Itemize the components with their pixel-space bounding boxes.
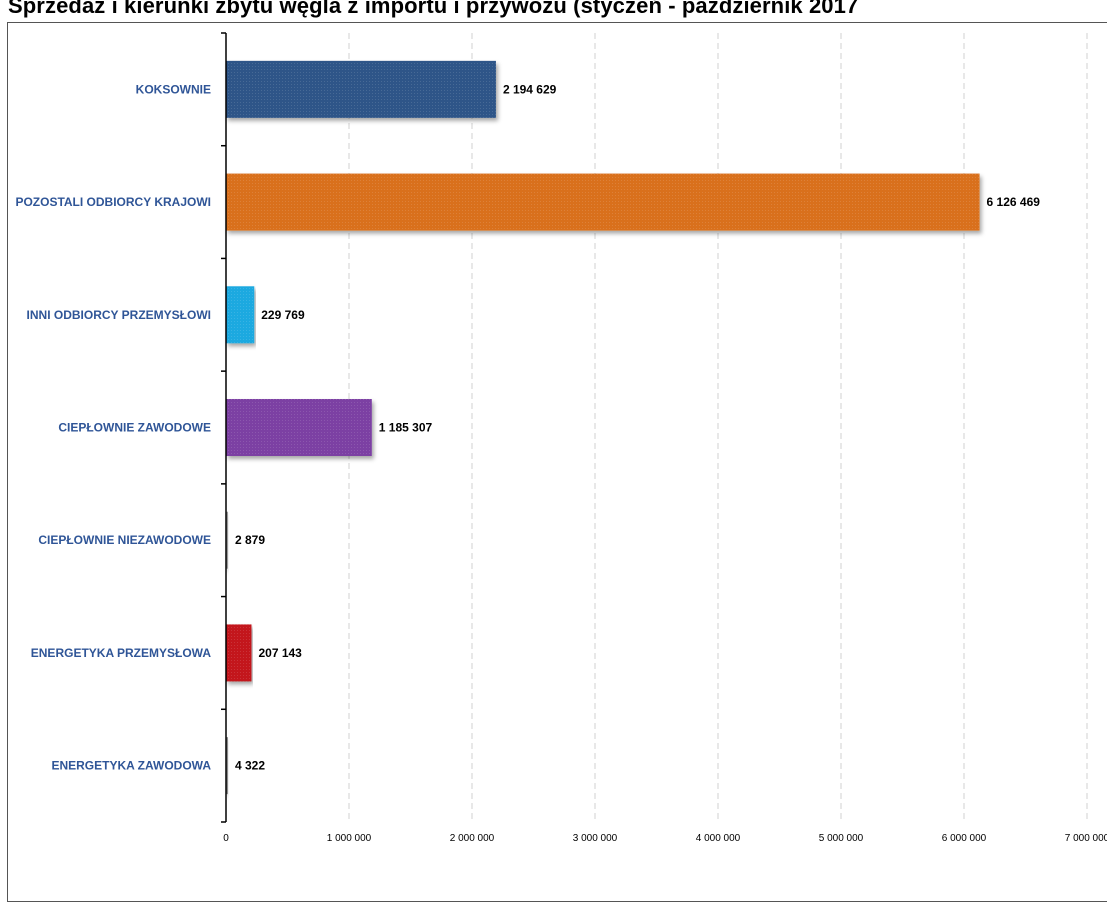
value-label: 1 185 307 bbox=[379, 421, 433, 435]
axes bbox=[221, 32, 227, 823]
x-tick-label: 2 000 000 bbox=[450, 833, 495, 844]
category-label: KOKSOWNIE bbox=[136, 82, 211, 96]
value-label: 207 143 bbox=[258, 646, 302, 660]
x-tick-label: 6 000 000 bbox=[942, 833, 987, 844]
value-label: 4 322 bbox=[235, 759, 265, 773]
category-label: INNI ODBIORCY PRZEMYSŁOWI bbox=[27, 308, 211, 322]
value-label: 2 194 629 bbox=[503, 82, 557, 96]
grid-lines bbox=[348, 33, 1088, 822]
bar-texture bbox=[226, 60, 496, 118]
labels: 0 1 000 000 2 000 000 3 000 000 4 000 000 5 0… bbox=[15, 82, 1107, 844]
chart-title: Sprzedaż i kierunki zbytu węgla z import… bbox=[8, 0, 859, 18]
x-tick-label: 4 000 000 bbox=[696, 833, 741, 844]
bar-texture bbox=[226, 173, 980, 231]
value-label: 6 126 469 bbox=[987, 195, 1041, 209]
bar-texture bbox=[226, 737, 228, 795]
category-label: ENERGETYKA PRZEMYSŁOWA bbox=[31, 646, 212, 660]
bar-texture bbox=[226, 286, 255, 344]
x-tick-label: 0 bbox=[223, 833, 229, 844]
category-label: POZOSTALI ODBIORCY KRAJOWI bbox=[15, 195, 211, 209]
x-tick-label: 5 000 000 bbox=[819, 833, 864, 844]
bar-texture bbox=[226, 399, 372, 456]
x-tick-label: 3 000 000 bbox=[573, 833, 618, 844]
bar-texture bbox=[226, 624, 252, 682]
category-label: ENERGETYKA ZAWODOWA bbox=[51, 759, 211, 773]
bar-texture bbox=[226, 511, 228, 569]
x-tick-label: 1 000 000 bbox=[327, 833, 372, 844]
value-label: 2 879 bbox=[235, 533, 265, 547]
category-label: CIEPŁOWNIE NIEZAWODOWE bbox=[38, 533, 211, 547]
x-tick-label: 7 000 000 bbox=[1065, 833, 1107, 844]
category-label: CIEPŁOWNIE ZAWODOWE bbox=[58, 421, 211, 435]
bars bbox=[226, 60, 980, 795]
value-label: 229 769 bbox=[261, 308, 305, 322]
